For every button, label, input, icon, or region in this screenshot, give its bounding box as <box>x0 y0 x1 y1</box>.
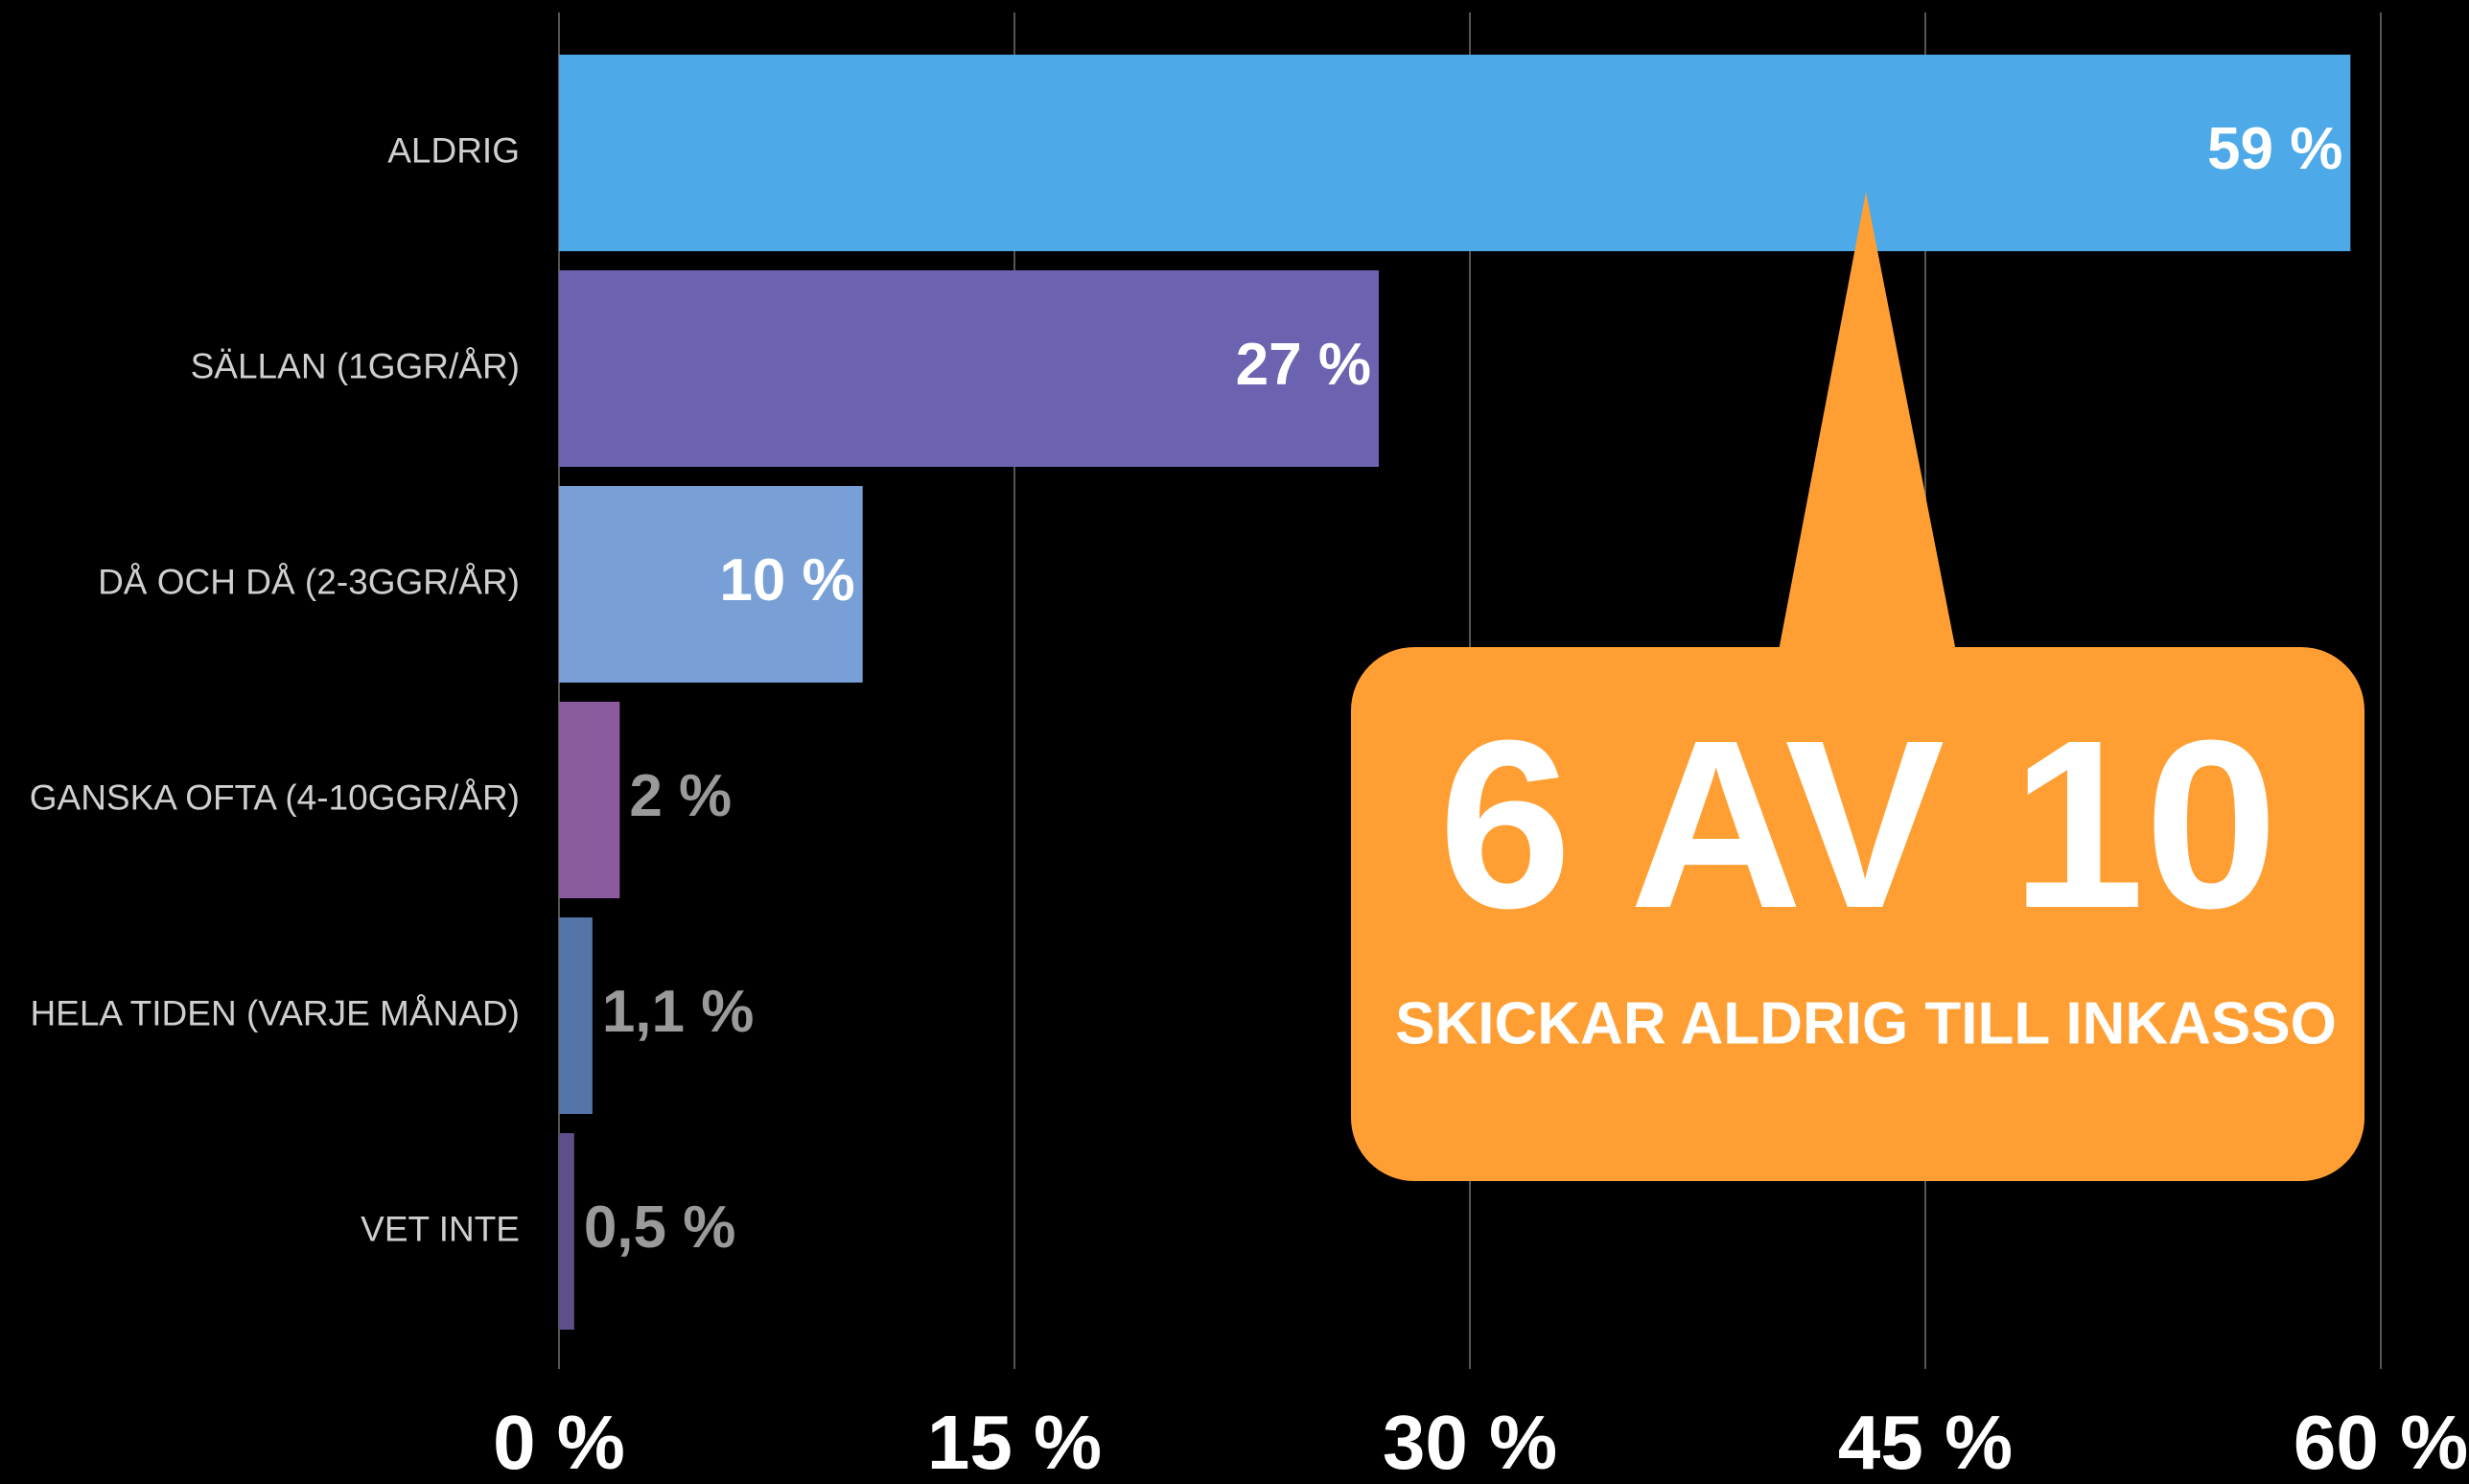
category-label: VET INTE <box>361 1209 520 1248</box>
bar <box>559 917 593 1114</box>
x-tick-label: 45 % <box>1838 1400 2013 1484</box>
x-tick-label: 0 % <box>493 1400 625 1484</box>
callout-text: SKICKAR ALDRIG TILL INKASSO <box>1395 990 2337 1056</box>
value-label: 0,5 % <box>584 1194 736 1261</box>
value-label: 1,1 % <box>602 979 755 1045</box>
value-label: 10 % <box>719 547 854 614</box>
callout-box <box>1351 647 2364 1181</box>
callout-pointer <box>1775 192 1960 671</box>
category-label: SÄLLAN (1GGR/ÅR) <box>191 346 520 385</box>
bar <box>559 55 2351 251</box>
x-tick-label: 30 % <box>1383 1400 1557 1484</box>
callout-headline: 6 AV 10 <box>1438 690 2278 958</box>
category-label: DÅ OCH DÅ (2-3GGR/ÅR) <box>98 562 520 601</box>
bar <box>559 702 620 898</box>
bar <box>559 1133 574 1330</box>
value-label: 59 % <box>2207 116 2342 182</box>
x-tick-label: 60 % <box>2294 1400 2468 1484</box>
category-label: GANSKA OFTA (4-10GGR/ÅR) <box>30 777 520 817</box>
category-label: ALDRIG <box>387 130 520 170</box>
x-tick-label: 15 % <box>927 1400 1102 1484</box>
bar <box>559 270 1379 467</box>
callout: 6 AV 10 SKICKAR ALDRIG TILL INKASSO <box>1351 192 2364 1181</box>
value-label: 27 % <box>1236 332 1371 398</box>
value-label: 2 % <box>629 763 732 829</box>
bar <box>559 486 863 683</box>
category-label: HELA TIDEN (VARJE MÅNAD) <box>30 993 520 1032</box>
